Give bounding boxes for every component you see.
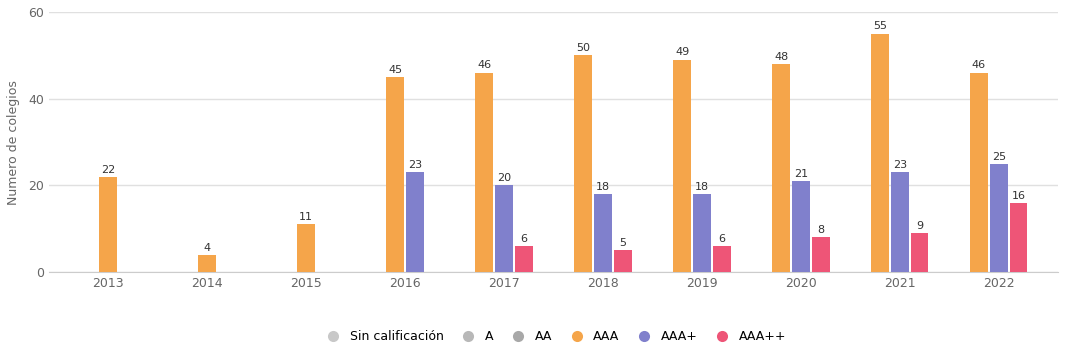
Text: 23: 23 bbox=[408, 160, 422, 170]
Text: 18: 18 bbox=[694, 182, 709, 192]
Text: 9: 9 bbox=[916, 221, 923, 231]
Text: 4: 4 bbox=[203, 243, 211, 253]
Text: 22: 22 bbox=[101, 165, 115, 175]
Text: 46: 46 bbox=[477, 61, 491, 71]
Bar bbox=[495, 185, 513, 272]
Legend: Sin calificación, A, AA, AAA, AAA+, AAA++: Sin calificación, A, AA, AAA, AAA+, AAA+… bbox=[316, 325, 791, 348]
Text: 16: 16 bbox=[1012, 190, 1026, 200]
Text: 55: 55 bbox=[873, 21, 887, 32]
Text: 45: 45 bbox=[388, 65, 403, 75]
Bar bbox=[911, 233, 929, 272]
Bar bbox=[792, 181, 809, 272]
Bar bbox=[673, 60, 691, 272]
Bar bbox=[712, 246, 731, 272]
Text: 49: 49 bbox=[675, 48, 689, 58]
Text: 50: 50 bbox=[576, 43, 590, 53]
Bar bbox=[871, 34, 889, 272]
Bar bbox=[970, 73, 988, 272]
Bar bbox=[594, 194, 612, 272]
Bar bbox=[989, 164, 1007, 272]
Y-axis label: Numero de colegios: Numero de colegios bbox=[7, 79, 20, 204]
Bar bbox=[387, 77, 404, 272]
Text: 25: 25 bbox=[992, 151, 1005, 161]
Bar bbox=[198, 255, 216, 272]
Bar bbox=[475, 73, 493, 272]
Text: 6: 6 bbox=[718, 234, 725, 244]
Text: 11: 11 bbox=[299, 212, 313, 222]
Text: 6: 6 bbox=[521, 234, 527, 244]
Bar bbox=[772, 64, 790, 272]
Text: 5: 5 bbox=[619, 238, 626, 248]
Text: 18: 18 bbox=[596, 182, 610, 192]
Bar bbox=[693, 194, 710, 272]
Text: 46: 46 bbox=[972, 61, 986, 71]
Bar bbox=[99, 177, 117, 272]
Bar bbox=[890, 173, 908, 272]
Bar bbox=[812, 237, 830, 272]
Text: 20: 20 bbox=[497, 173, 511, 183]
Text: 8: 8 bbox=[817, 225, 824, 235]
Bar bbox=[574, 55, 592, 272]
Bar bbox=[1010, 203, 1028, 272]
Bar bbox=[406, 173, 424, 272]
Bar bbox=[613, 251, 632, 272]
Bar bbox=[297, 224, 315, 272]
Bar bbox=[515, 246, 532, 272]
Text: 48: 48 bbox=[774, 52, 788, 62]
Text: 23: 23 bbox=[892, 160, 906, 170]
Text: 21: 21 bbox=[793, 169, 808, 179]
